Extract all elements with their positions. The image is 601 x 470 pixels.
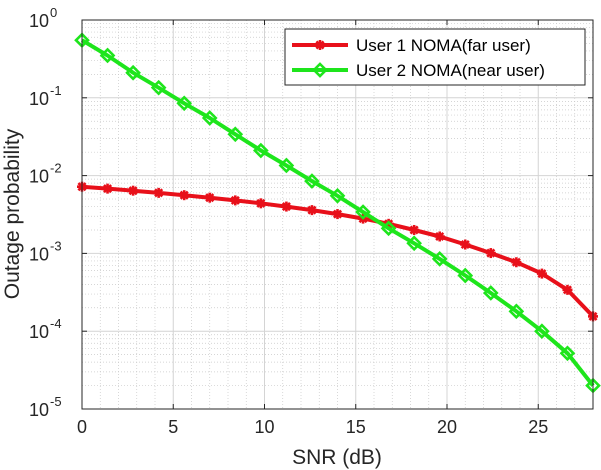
legend-label: User 2 NOMA(near user) (356, 61, 545, 80)
y-tick-exponent: -4 (50, 316, 62, 331)
legend: User 1 NOMA(far user) User 2 NOMA(near us… (284, 28, 586, 86)
series-line (80, 38, 595, 387)
data-point (332, 209, 343, 219)
y-tick-exponent: -5 (50, 394, 62, 409)
x-tick-labels: 0 5 10 15 20 25 (77, 417, 548, 437)
y-tick-exponent: -2 (50, 161, 62, 176)
data-point (253, 142, 269, 159)
y-tick-label: 10 (29, 322, 49, 342)
data-point (431, 251, 448, 267)
legend-marker (315, 40, 325, 50)
data-point (457, 267, 474, 284)
y-tick-exponent: 0 (50, 5, 57, 20)
axis-ticks (81, 19, 593, 410)
data-point (201, 110, 218, 126)
data-point (176, 95, 193, 112)
legend-marker (312, 62, 328, 78)
y-tick-exponent: -1 (50, 83, 62, 98)
data-point (355, 204, 371, 220)
data-point (435, 231, 445, 241)
data-point (482, 285, 499, 301)
y-axis-label: Outage probability (1, 128, 24, 299)
y-tick-exponent: -3 (50, 238, 62, 253)
data-point (508, 303, 525, 320)
plot-frame (81, 19, 594, 410)
data-point (278, 157, 295, 174)
data-point (154, 188, 164, 198)
data-point (128, 186, 138, 196)
data-point (150, 79, 167, 96)
data-point (559, 345, 576, 362)
y-tick-label: 10 (29, 400, 49, 420)
y-tick-label: 10 (29, 244, 49, 264)
data-point (230, 195, 240, 205)
data-point (304, 173, 320, 189)
data-point (179, 190, 189, 200)
data-point (409, 225, 419, 235)
data-point (256, 198, 266, 208)
data-point (307, 205, 317, 215)
data-point (511, 257, 521, 267)
x-axis-label: SNR (dB) (292, 446, 382, 469)
data-point (281, 202, 291, 212)
data-point (406, 235, 422, 252)
data-point (562, 285, 572, 295)
data-point (99, 47, 116, 64)
y-tick-label: 10 (29, 167, 49, 187)
legend-box (284, 28, 586, 86)
x-tick-label: 10 (254, 417, 274, 437)
data-point (227, 126, 244, 143)
data-point (329, 187, 346, 204)
x-tick-label: 15 (346, 417, 366, 437)
data-point (486, 248, 496, 258)
y-tick-label: 10 (29, 11, 49, 31)
data-point (537, 269, 547, 279)
legend-label: User 1 NOMA(far user) (356, 36, 531, 55)
data-point (460, 240, 470, 250)
data-point (205, 193, 215, 203)
y-tick-label: 10 (29, 89, 49, 109)
x-tick-label: 0 (77, 417, 87, 437)
data-point (125, 64, 141, 81)
data-point (380, 220, 397, 237)
x-tick-label: 20 (437, 417, 457, 437)
data-point (103, 184, 113, 194)
x-tick-label: 25 (528, 417, 548, 437)
x-tick-label: 5 (168, 417, 178, 437)
data-point (534, 323, 550, 340)
